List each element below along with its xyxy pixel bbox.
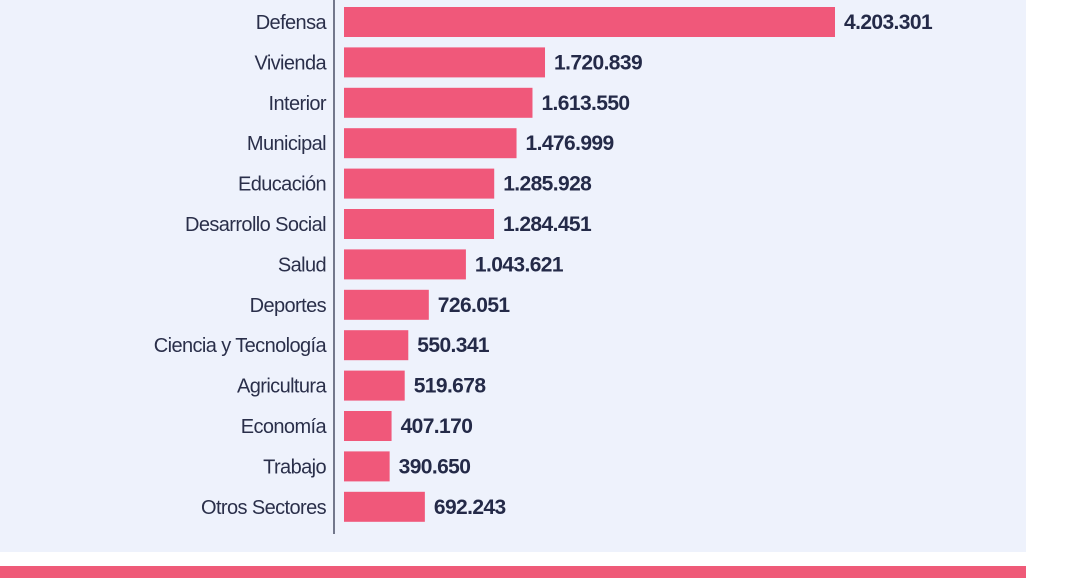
category-label: Defensa [256,12,328,34]
bars-group: Defensa 4.203.301 Vivienda 1.720.839 Interio… [154,7,934,522]
footer-band [0,566,1026,578]
category-label: Otros Sectores [201,497,327,519]
category-label: Municipal [247,133,326,155]
bar [344,209,495,239]
value-label: 550.341 [417,334,490,357]
bar [344,168,495,199]
value-label: 390.650 [399,455,471,478]
value-label: 1.284.451 [503,213,592,236]
category-label: Vivienda [254,52,327,74]
value-label: 726.051 [438,294,511,317]
value-label: 407.170 [401,415,473,438]
bar [344,330,409,361]
bar [344,411,392,441]
value-label: 1.720.839 [554,51,642,74]
bar [344,7,835,37]
category-label: Agricultura [237,376,327,398]
bar [344,47,546,78]
value-label: 1.476.999 [526,132,614,155]
category-label: Economía [241,416,328,438]
value-label: 1.043.621 [475,253,564,276]
value-label: 4.203.301 [844,11,933,34]
bar [344,491,425,522]
category-label: Interior [269,93,327,115]
bar [344,451,390,482]
category-label: Ciencia y Tecnología [154,335,328,357]
value-label: 519.678 [414,375,487,398]
category-label: Desarrollo Social [185,214,326,236]
category-label: Trabajo [263,456,326,478]
category-label: Educación [238,174,326,196]
category-label: Salud [278,254,326,276]
bar [344,128,517,159]
bar [344,289,429,320]
category-label: Deportes [250,295,327,317]
bar [344,249,466,280]
value-label: 1.285.928 [503,173,592,196]
value-label: 692.243 [434,496,506,519]
bar [344,370,405,401]
bar [344,87,533,118]
value-label: 1.613.550 [541,92,629,115]
